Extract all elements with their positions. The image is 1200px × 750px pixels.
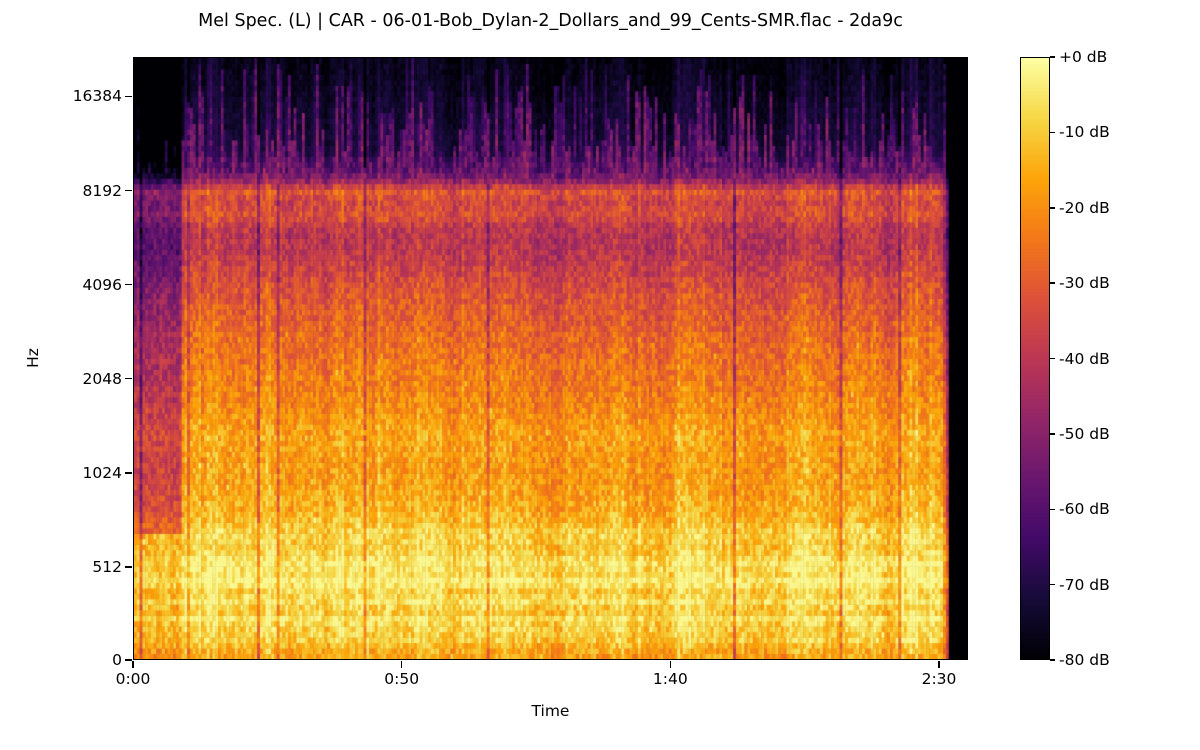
y-tick-mark [125, 283, 132, 286]
colorbar-tick-mark [1050, 659, 1055, 661]
colorbar-tick-mark [1050, 433, 1055, 435]
x-tick-label: 1:40 [652, 670, 688, 688]
colorbar-tick-label: -20 dB [1059, 198, 1110, 217]
y-tick-label: 2048 [82, 369, 122, 388]
y-tick-mark [125, 377, 132, 380]
y-tick-mark [125, 566, 132, 568]
x-tick-label: 0:50 [384, 670, 420, 688]
colorbar-tick-label: -10 dB [1059, 123, 1110, 142]
y-tick-label: 512 [92, 557, 122, 576]
y-tick-mark [125, 95, 132, 98]
chart-title: Mel Spec. (L) | CAR - 06-01-Bob_Dylan-2_… [198, 11, 903, 31]
colorbar-tick-mark [1050, 282, 1055, 284]
y-tick-label: 4096 [82, 275, 122, 294]
y-tick-label: 0 [112, 651, 122, 669]
colorbar-gradient-canvas [1021, 58, 1049, 659]
y-tick-label: 1024 [82, 463, 122, 482]
colorbar-tick-label: -30 dB [1059, 274, 1110, 293]
y-tick-label: 16384 [72, 87, 122, 106]
colorbar-tick-mark [1050, 508, 1055, 510]
y-tick-mark [125, 659, 132, 661]
colorbar-tick-mark [1050, 583, 1055, 586]
colorbar-tick-label: -40 dB [1059, 349, 1110, 368]
x-tick-label: 2:30 [921, 670, 957, 688]
colorbar-tick-label: -50 dB [1059, 424, 1110, 443]
y-tick-mark [125, 189, 132, 192]
colorbar-tick-label: +0 dB [1059, 48, 1108, 66]
colorbar-tick-label: -80 dB [1059, 651, 1110, 669]
x-tick-mark [132, 661, 134, 668]
spectrogram-canvas [134, 58, 967, 659]
colorbar-tick-mark [1050, 207, 1055, 209]
colorbar-tick-mark [1050, 357, 1055, 360]
x-tick-label: 0:00 [115, 670, 151, 688]
colorbar-tick-label: -70 dB [1059, 575, 1110, 594]
colorbar [1020, 57, 1050, 660]
y-tick-label: 8192 [82, 181, 122, 200]
x-tick-mark [669, 661, 672, 668]
spectrogram-plot-area [133, 57, 968, 660]
colorbar-tick-label: -60 dB [1059, 500, 1110, 519]
colorbar-tick-mark [1050, 56, 1055, 58]
x-tick-mark [938, 661, 940, 668]
y-tick-mark [125, 472, 132, 474]
x-tick-mark [400, 661, 403, 668]
colorbar-tick-mark [1050, 131, 1055, 134]
y-axis-label: Hz [24, 348, 42, 368]
x-axis-label: Time [531, 702, 570, 720]
